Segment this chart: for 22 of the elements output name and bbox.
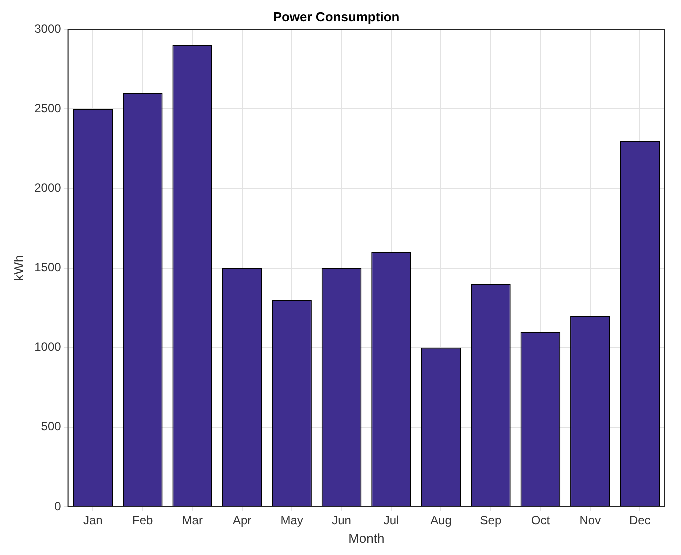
x-tick-label: May <box>280 514 304 528</box>
y-tick-label: 1500 <box>34 260 62 275</box>
y-tick-label: 3000 <box>34 22 62 36</box>
x-tick-label: Jul <box>384 514 400 528</box>
x-tick-label: Oct <box>531 514 551 528</box>
x-tick-label: Sep <box>480 514 502 528</box>
y-tick-label: 500 <box>41 420 62 434</box>
x-axis-title: Month <box>348 530 385 546</box>
x-tick-label: Jun <box>332 514 352 528</box>
x-tick-label: Nov <box>580 514 602 528</box>
y-tick-label: 2000 <box>34 181 62 196</box>
x-tick-label: Dec <box>629 514 651 528</box>
x-tick-label: Jan <box>83 514 103 528</box>
x-tick-label: Feb <box>132 514 154 528</box>
chart-title: Power Consumption <box>273 9 400 24</box>
y-tick-label: 0 <box>54 499 62 514</box>
x-tick-label: Apr <box>232 514 252 528</box>
y-tick-label: 1000 <box>34 340 62 354</box>
y-tick-label: 2500 <box>34 101 62 116</box>
y-axis-title: kWh <box>11 255 26 282</box>
x-tick-label: Mar <box>182 514 203 528</box>
x-tick-label: Aug <box>430 514 452 528</box>
